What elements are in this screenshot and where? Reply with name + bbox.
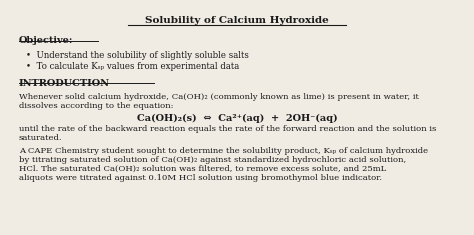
- Text: Solubility of Calcium Hydroxide: Solubility of Calcium Hydroxide: [145, 16, 329, 25]
- Text: Objective:: Objective:: [19, 36, 73, 45]
- Text: INTRODUCTION: INTRODUCTION: [19, 79, 110, 88]
- Text: by titrating saturated solution of Ca(OH)₂ against standardized hydrochloric aci: by titrating saturated solution of Ca(OH…: [19, 156, 406, 164]
- Text: HCl. The saturated Ca(OH)₂ solution was filtered, to remove excess solute, and 2: HCl. The saturated Ca(OH)₂ solution was …: [19, 165, 386, 173]
- Text: Whenever solid calcium hydroxide, Ca(OH)₂ (commonly known as lime) is present in: Whenever solid calcium hydroxide, Ca(OH)…: [19, 93, 419, 101]
- Text: Ca(OH)₂(s)  ⇔  Ca²⁺(aq)  +  2OH⁻(aq): Ca(OH)₂(s) ⇔ Ca²⁺(aq) + 2OH⁻(aq): [137, 114, 337, 123]
- Text: saturated.: saturated.: [19, 134, 63, 142]
- Text: •  Understand the solubility of slightly soluble salts: • Understand the solubility of slightly …: [26, 51, 249, 60]
- Text: •  To calculate Kₛₚ values from experimental data: • To calculate Kₛₚ values from experimen…: [26, 62, 239, 71]
- Text: aliquots were titrated against 0.10M HCl solution using bromothymol blue indicat: aliquots were titrated against 0.10M HCl…: [19, 174, 382, 182]
- Text: dissolves according to the equation:: dissolves according to the equation:: [19, 102, 173, 110]
- Text: until the rate of the backward reaction equals the rate of the forward reaction : until the rate of the backward reaction …: [19, 125, 437, 133]
- Text: A CAPE Chemistry student sought to determine the solubility product, Kₛₚ of calc: A CAPE Chemistry student sought to deter…: [19, 147, 428, 155]
